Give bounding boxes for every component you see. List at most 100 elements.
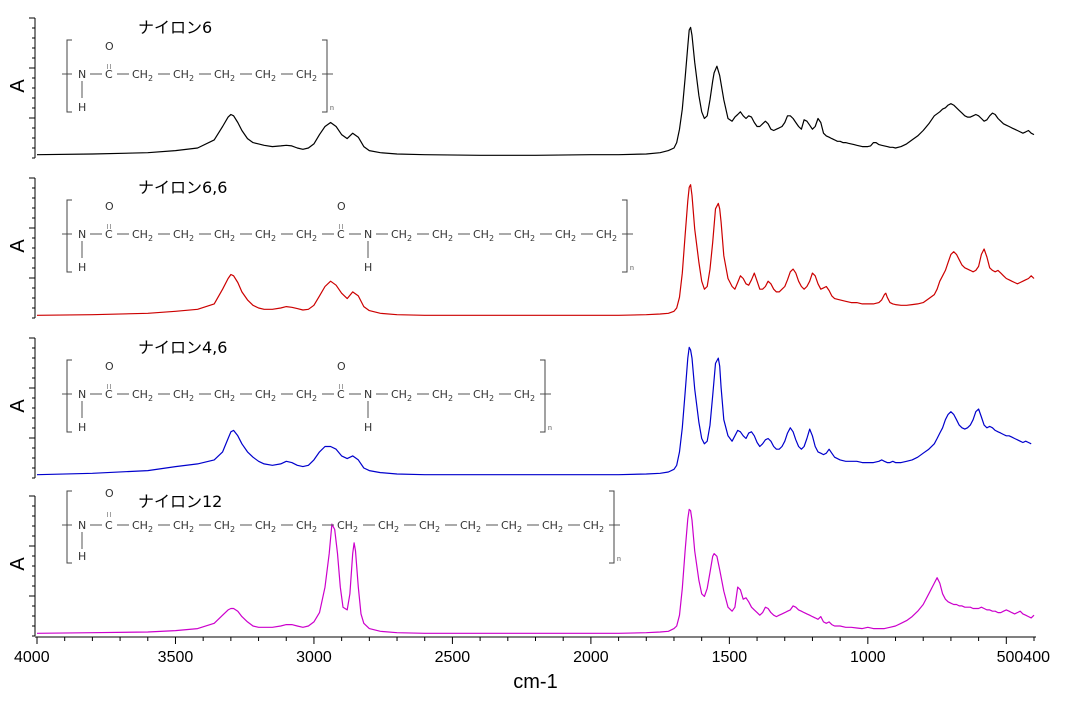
atom-label: CH2 <box>173 388 194 403</box>
repeat-bracket-left <box>66 359 72 433</box>
atom-subscript: 2 <box>189 74 194 83</box>
spectrum-line-1 <box>36 26 1035 156</box>
x-axis-tick-label: 1000 <box>850 649 886 666</box>
atom-label: H <box>78 261 86 274</box>
atom-subscript: 2 <box>230 394 235 403</box>
spectrum-panel-2: A ナイロン6,6 N C CH2 CH2 CH2 CH2 CH2 C N CH2 CH2 CH2 CH2 C… <box>7 177 1035 319</box>
atom-label: CH2 <box>419 519 440 534</box>
atom-label: N <box>78 68 86 81</box>
atom-label: CH2 <box>255 519 276 534</box>
atom-label: CH2 <box>214 519 235 534</box>
x-axis-tick-label: 500400 <box>997 649 1050 666</box>
atom-label: H <box>78 550 86 563</box>
atom-label: CH2 <box>596 228 617 243</box>
atom-label: CH2 <box>514 228 535 243</box>
atom-subscript: 2 <box>448 394 453 403</box>
atom-subscript: 2 <box>271 525 276 534</box>
y-axis-label: A <box>7 239 29 253</box>
atom-subscript: 2 <box>489 234 494 243</box>
atom-subscript: 2 <box>530 234 535 243</box>
atom-subscript: 2 <box>489 394 494 403</box>
x-axis-tick-label: 4000 <box>14 649 50 666</box>
spectrum-line-3 <box>36 346 1032 476</box>
atom-label: CH2 <box>255 388 276 403</box>
atom-subscript: 2 <box>448 234 453 243</box>
atom-label: CH2 <box>583 519 604 534</box>
atom-subscript: 2 <box>530 394 535 403</box>
atom-label: C <box>105 388 113 401</box>
x-axis-tick-label: 2000 <box>573 649 609 666</box>
polymer-structure-2: ナイロン6,6 N C CH2 CH2 CH2 CH2 CH2 C N CH2 CH2 CH2 CH2 CH… <box>62 178 634 274</box>
atom-subscript: 2 <box>599 525 604 534</box>
polymer-name: ナイロン12 <box>138 492 222 511</box>
atom-label: CH2 <box>173 228 194 243</box>
atom-subscript: 2 <box>407 394 412 403</box>
y-axis-label: A <box>7 79 29 93</box>
atom-subscript: 2 <box>476 525 481 534</box>
atom-subscript: 2 <box>189 394 194 403</box>
polymer-structure-4: ナイロン12 N C CH2 CH2 CH2 CH2 CH2 CH2 CH2 CH2 CH2 CH2 CH… <box>62 487 621 564</box>
polymer-name: ナイロン6 <box>138 18 212 37</box>
repeat-bracket-right <box>609 490 615 564</box>
polymer-name: ナイロン4,6 <box>138 338 227 357</box>
atom-subscript: 2 <box>394 525 399 534</box>
y-axis-label: A <box>7 557 29 571</box>
atom-label: CH2 <box>296 519 317 534</box>
atom-label: CH2 <box>542 519 563 534</box>
atom-label: H <box>78 101 86 114</box>
atom-label: C <box>337 388 345 401</box>
atom-label: CH2 <box>473 388 494 403</box>
repeat-bracket-right <box>622 199 628 273</box>
atom-label: O <box>105 40 114 53</box>
polymer-structure-3: ナイロン4,6 N C CH2 CH2 CH2 CH2 CH2 C N CH2 CH2 CH2 CH2 H O… <box>62 338 552 434</box>
atom-label: C <box>105 519 113 532</box>
repeat-subscript: n <box>330 105 334 112</box>
atom-label: C <box>337 228 345 241</box>
x-axis-tick-label: 1500 <box>712 649 748 666</box>
atom-label: CH2 <box>214 388 235 403</box>
atom-label: CH2 <box>555 228 576 243</box>
atom-subscript: 2 <box>312 394 317 403</box>
atom-subscript: 2 <box>271 394 276 403</box>
atom-subscript: 2 <box>148 74 153 83</box>
atom-label: O <box>337 360 346 373</box>
atom-label: CH2 <box>337 519 358 534</box>
atom-label: CH2 <box>432 388 453 403</box>
atom-subscript: 2 <box>230 74 235 83</box>
atom-label: CH2 <box>296 228 317 243</box>
atom-label: CH2 <box>132 519 153 534</box>
y-axis-label: A <box>7 399 29 413</box>
atom-subscript: 2 <box>435 525 440 534</box>
atom-label: H <box>364 421 372 434</box>
atom-label: CH2 <box>514 388 535 403</box>
atom-label: CH2 <box>214 68 235 83</box>
atom-label: C <box>105 68 113 81</box>
atom-label: CH2 <box>378 519 399 534</box>
atom-label: CH2 <box>296 68 317 83</box>
atom-subscript: 2 <box>271 74 276 83</box>
repeat-bracket-left <box>66 39 72 113</box>
atom-subscript: 2 <box>189 234 194 243</box>
x-axis-tick-label: 3500 <box>158 649 194 666</box>
polymer-structure-1: ナイロン6 N C CH2 CH2 CH2 CH2 CH2 H On <box>62 18 334 114</box>
atom-label: CH2 <box>255 228 276 243</box>
atom-label: C <box>105 228 113 241</box>
spectrum-panel-4: A ナイロン12 N C CH2 CH2 CH2 CH2 CH2 CH2 CH2 CH2 CH2 CH2 C… <box>7 487 1035 637</box>
atom-label: CH2 <box>132 388 153 403</box>
atom-subscript: 2 <box>312 74 317 83</box>
repeat-bracket-left <box>66 199 72 273</box>
atom-subscript: 2 <box>571 234 576 243</box>
x-axis-ticks: 4000 3500 3000 2500 2000 1500 1000 500400 <box>14 637 1050 666</box>
atom-label: CH2 <box>173 519 194 534</box>
repeat-subscript: n <box>630 265 634 272</box>
atom-subscript: 2 <box>189 525 194 534</box>
spectrum-line-2 <box>36 184 1035 316</box>
atom-subscript: 2 <box>312 525 317 534</box>
atom-subscript: 2 <box>148 234 153 243</box>
atom-label: N <box>364 388 372 401</box>
atom-label: N <box>78 228 86 241</box>
x-axis-tick-label: 3000 <box>296 649 332 666</box>
atom-label: O <box>105 487 114 500</box>
atom-subscript: 2 <box>612 234 617 243</box>
